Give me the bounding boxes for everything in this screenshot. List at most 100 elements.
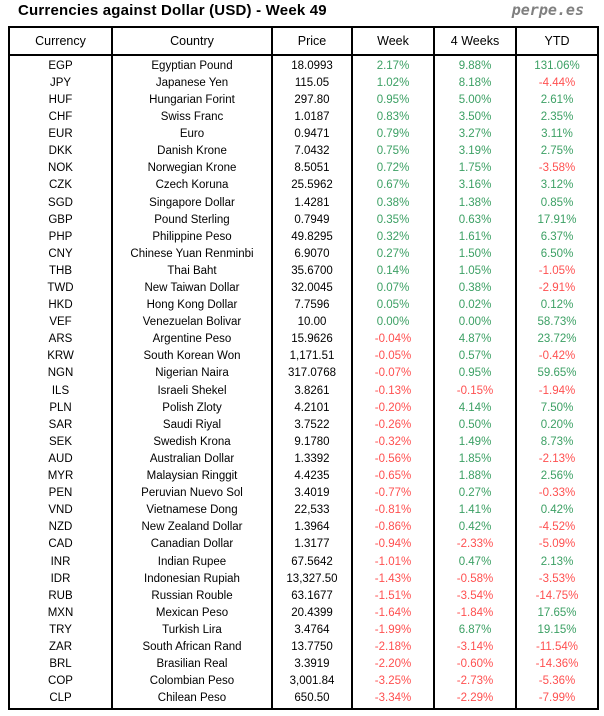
week-change-cell: -0.81% [351,502,435,520]
currency-code-cell: ZAR [8,639,113,657]
currency-code-cell: VEF [8,314,113,332]
week-change-cell: 0.72% [351,160,435,178]
table-row: TWD New Taiwan Dollar 32.0045 0.07% 0.38% -2.… [8,280,599,298]
four-weeks-change-cell: 0.95% [433,365,517,383]
currencies-table: Currency Country Price Week 4 Weeks YTD … [8,26,599,710]
four-weeks-change-cell: 0.50% [433,416,517,435]
four-weeks-change-cell: -2.29% [433,690,517,709]
price-cell: 13,327.50 [271,570,353,588]
price-cell: 13.7750 [271,639,353,657]
four-weeks-change-cell: 0.57% [433,348,517,366]
price-cell: 0.9471 [271,126,353,144]
four-weeks-change-cell: 3.19% [433,143,517,161]
country-cell: Hungarian Forint [111,92,273,110]
country-cell: Malaysian Ringgit [111,468,273,486]
four-weeks-change-cell: 0.47% [433,553,517,571]
table-row: EUR Euro 0.9471 0.79% 3.27% 3.11% [8,126,599,144]
table-row: SEK Swedish Krona 9.1780 -0.32% 1.49% 8.73% [8,434,599,452]
currency-code-cell: NGN [8,365,113,383]
column-header-price: Price [271,26,353,56]
currency-code-cell: PHP [8,228,113,247]
week-change-cell: -2.20% [351,656,435,674]
currency-code-cell: PEN [8,485,113,503]
table-row: HKD Hong Kong Dollar 7.7596 0.05% 0.02% 0.12% [8,297,599,315]
country-cell: Swedish Krona [111,434,273,452]
price-cell: 3.8261 [271,382,353,400]
four-weeks-change-cell: 4.87% [433,331,517,349]
week-change-cell: -3.25% [351,673,435,691]
price-cell: 4.4235 [271,468,353,486]
price-cell: 297.80 [271,92,353,110]
week-change-cell: -0.26% [351,416,435,435]
currency-code-cell: GBP [8,211,113,229]
week-change-cell: 0.27% [351,246,435,264]
price-cell: 115.05 [271,75,353,93]
country-cell: Egyptian Pound [111,55,273,76]
price-cell: 1.3392 [271,451,353,469]
currency-code-cell: COP [8,673,113,691]
ytd-change-cell: 2.13% [515,553,599,571]
country-cell: South Korean Won [111,348,273,366]
week-change-cell: 0.67% [351,177,435,195]
price-cell: 49.8295 [271,228,353,247]
four-weeks-change-cell: 3.16% [433,177,517,195]
week-change-cell: 0.38% [351,194,435,212]
price-cell: 63.1677 [271,587,353,605]
price-cell: 32.0045 [271,280,353,298]
country-cell: Venezuelan Bolivar [111,314,273,332]
ytd-change-cell: 0.42% [515,502,599,520]
column-header-country: Country [111,26,273,56]
ytd-change-cell: 3.12% [515,177,599,195]
country-cell: New Taiwan Dollar [111,280,273,298]
table-row: DKK Danish Krone 7.0432 0.75% 3.19% 2.75% [8,143,599,161]
four-weeks-change-cell: 3.27% [433,126,517,144]
table-row: HUF Hungarian Forint 297.80 0.95% 5.00% 2.61% [8,92,599,110]
page-header: Currencies against Dollar (USD) - Week 4… [18,1,584,25]
ytd-change-cell: -2.91% [515,280,599,298]
price-cell: 317.0768 [271,365,353,383]
table-row: PHP Philippine Peso 49.8295 0.32% 1.61% 6.37% [8,228,599,247]
price-cell: 1.4281 [271,194,353,212]
column-header-week: Week [351,26,435,56]
four-weeks-change-cell: -0.60% [433,656,517,674]
currency-code-cell: THB [8,263,113,281]
table-row: THB Thai Baht 35.6700 0.14% 1.05% -1.05% [8,263,599,281]
four-weeks-change-cell: 1.05% [433,263,517,281]
price-cell: 22,533 [271,502,353,520]
four-weeks-change-cell: 0.02% [433,297,517,315]
week-change-cell: -0.86% [351,519,435,537]
country-cell: Danish Krone [111,143,273,161]
ytd-change-cell: 17.91% [515,211,599,229]
price-cell: 20.4399 [271,605,353,623]
country-cell: Australian Dollar [111,451,273,469]
ytd-change-cell: 59.65% [515,365,599,383]
week-change-cell: -0.07% [351,365,435,383]
country-cell: Philippine Peso [111,228,273,247]
table-row: GBP Pound Sterling 0.7949 0.35% 0.63% 17.91% [8,211,599,229]
country-cell: Swiss Franc [111,109,273,127]
table-row: CNY Chinese Yuan Renminbi 6.9070 0.27% 1.50%… [8,246,599,264]
currency-code-cell: EGP [8,55,113,76]
ytd-change-cell: 0.20% [515,416,599,435]
table-row: EGP Egyptian Pound 18.0993 2.17% 9.88% 131.06… [8,55,599,76]
table-row: SAR Saudi Riyal 3.7522 -0.26% 0.50% 0.20% [8,416,599,435]
column-header-ytd: YTD [515,26,599,56]
week-change-cell: -0.04% [351,331,435,349]
ytd-change-cell: 2.35% [515,109,599,127]
ytd-change-cell: -1.05% [515,263,599,281]
currency-code-cell: VND [8,502,113,520]
four-weeks-change-cell: 0.63% [433,211,517,229]
price-cell: 7.7596 [271,297,353,315]
four-weeks-change-cell: 1.41% [433,502,517,520]
price-cell: 6.9070 [271,246,353,264]
ytd-change-cell: 8.73% [515,434,599,452]
ytd-change-cell: -4.52% [515,519,599,537]
week-change-cell: -0.94% [351,536,435,554]
ytd-change-cell: -5.09% [515,536,599,554]
table-row: ZAR South African Rand 13.7750 -2.18% -3.14%… [8,639,599,657]
price-cell: 1.0187 [271,109,353,127]
country-cell: Russian Rouble [111,587,273,605]
country-cell: Pound Sterling [111,211,273,229]
week-change-cell: -0.05% [351,348,435,366]
table-row: RUB Russian Rouble 63.1677 -1.51% -3.54% -14.… [8,587,599,605]
